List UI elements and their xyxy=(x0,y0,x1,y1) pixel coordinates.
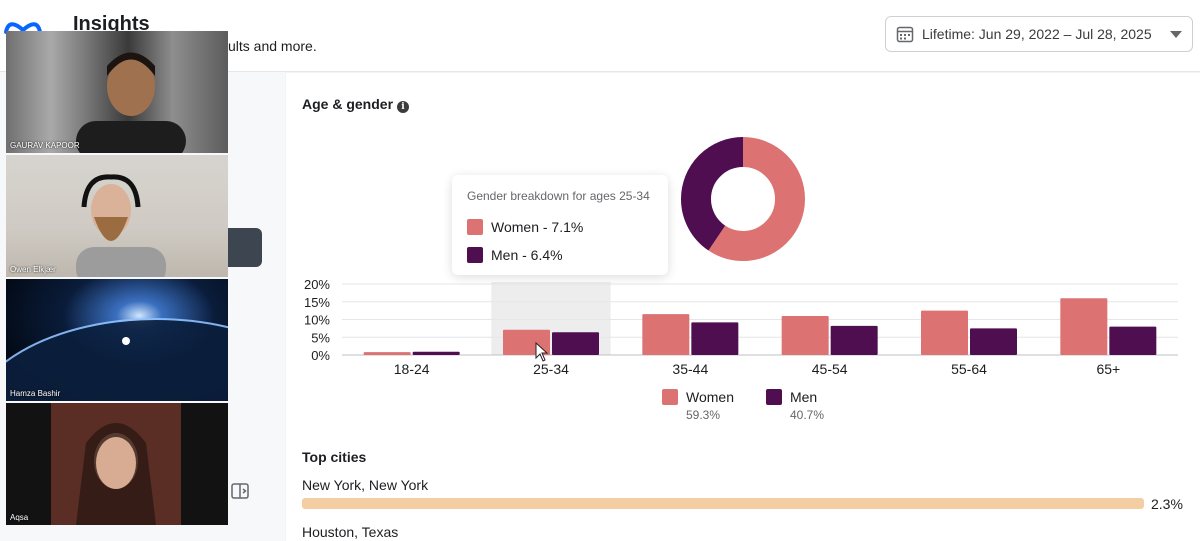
gender-donut-chart[interactable] xyxy=(677,133,809,265)
meta-logo-icon xyxy=(4,22,42,34)
top-cities-title: Top cities xyxy=(302,449,367,465)
legend-women-swatch xyxy=(662,389,678,405)
x-tick-label: 55-64 xyxy=(951,361,987,377)
city-name: Houston, Texas xyxy=(302,524,399,540)
legend-women-pct: 59.3% xyxy=(686,408,721,422)
donut-slice-men[interactable] xyxy=(681,137,805,261)
participant-tile[interactable]: Aqsa xyxy=(6,403,228,525)
bar-men[interactable] xyxy=(552,332,599,355)
age-gender-heading: Age & gender i xyxy=(302,96,410,113)
bar-women[interactable] xyxy=(1060,298,1108,355)
women-swatch xyxy=(467,219,483,235)
x-tick-label: 35-44 xyxy=(672,361,708,377)
legend-men-label: Men xyxy=(789,389,818,405)
bar-men[interactable] xyxy=(691,322,739,355)
page-title: Insights xyxy=(73,13,150,35)
participant-video xyxy=(51,403,181,525)
cursor-icon xyxy=(535,342,549,362)
legend-item-women[interactable]: Women 59.3% xyxy=(662,389,734,422)
bar-men[interactable] xyxy=(970,328,1017,355)
participant-tile[interactable]: Owen Elkjær xyxy=(6,155,228,277)
tooltip-title: Gender breakdown for ages 25-34 xyxy=(467,189,650,203)
participant-video xyxy=(76,174,166,277)
date-range-selector[interactable]: Lifetime: Jun 29, 2022 – Jul 28, 2025 xyxy=(885,16,1193,52)
age-gender-bar-chart[interactable]: 20% 15% 10% 5% 0% 18-24 25-34 35-44 45-54 55-64 65… xyxy=(296,276,1196,386)
calendar-icon xyxy=(896,26,914,43)
y-tick-label: 0% xyxy=(311,348,330,363)
bar-women[interactable] xyxy=(921,310,968,355)
caret-down-icon xyxy=(1170,30,1182,38)
tooltip-row-men: Men - 6.4% xyxy=(467,241,653,269)
y-tick-label: 20% xyxy=(304,277,330,292)
city-name: New York, New York xyxy=(302,477,429,493)
y-tick-label: 10% xyxy=(304,313,330,328)
men-swatch xyxy=(467,247,483,263)
y-tick-label: 15% xyxy=(304,295,330,310)
participant-video xyxy=(6,318,228,401)
sidebar-active-item[interactable] xyxy=(228,228,262,267)
gender-legend: Women 59.3% Men 40.7% xyxy=(662,389,824,422)
participant-video xyxy=(76,52,186,153)
x-tick-label: 65+ xyxy=(1096,361,1120,377)
city-value: 2.3% xyxy=(1151,496,1183,512)
tooltip-row-women: Women - 7.1% xyxy=(467,213,653,241)
bar-men[interactable] xyxy=(412,351,460,355)
y-tick-label: 5% xyxy=(311,330,330,345)
participant-tile[interactable]: Hamza Bashir xyxy=(6,279,228,401)
page-subtitle: ults and more. xyxy=(228,38,317,54)
gender-breakdown-tooltip: Gender breakdown for ages 25-34 Women - … xyxy=(452,175,668,275)
participant-name: Hamza Bashir xyxy=(10,389,61,398)
participant-tile[interactable]: GAURAV KAPOOR xyxy=(6,31,228,153)
legend-women-label: Women xyxy=(686,389,734,405)
x-tick-label: 25-34 xyxy=(533,361,569,377)
legend-men-pct: 40.7% xyxy=(789,408,825,422)
participant-name: GAURAV KAPOOR xyxy=(10,141,80,150)
panel-toggle-icon[interactable] xyxy=(231,482,249,500)
x-tick-label: 18-24 xyxy=(394,361,430,377)
date-range-label: Lifetime: Jun 29, 2022 – Jul 28, 2025 xyxy=(922,26,1152,42)
tooltip-women-value: Women - 7.1% xyxy=(491,219,584,235)
tooltip-men-value: Men - 6.4% xyxy=(491,247,563,263)
bar-women[interactable] xyxy=(363,352,411,355)
legend-men-swatch xyxy=(765,389,782,405)
bar-women[interactable] xyxy=(781,315,829,355)
city-bar xyxy=(302,498,1144,509)
bar-men[interactable] xyxy=(1109,326,1157,355)
x-tick-label: 45-54 xyxy=(812,361,848,377)
bar-men[interactable] xyxy=(830,325,878,355)
bar-women[interactable] xyxy=(642,314,690,355)
info-icon[interactable]: i xyxy=(397,101,410,113)
participant-name: Owen Elkjær xyxy=(10,265,56,274)
age-gender-title: Age & gender xyxy=(302,96,394,112)
participant-name: Aqsa xyxy=(10,513,29,522)
legend-item-men[interactable]: Men 40.7% xyxy=(765,389,825,422)
video-call-strip: GAURAV KAPOOR Owen Elkjær Hamza Bashir A… xyxy=(6,31,228,525)
